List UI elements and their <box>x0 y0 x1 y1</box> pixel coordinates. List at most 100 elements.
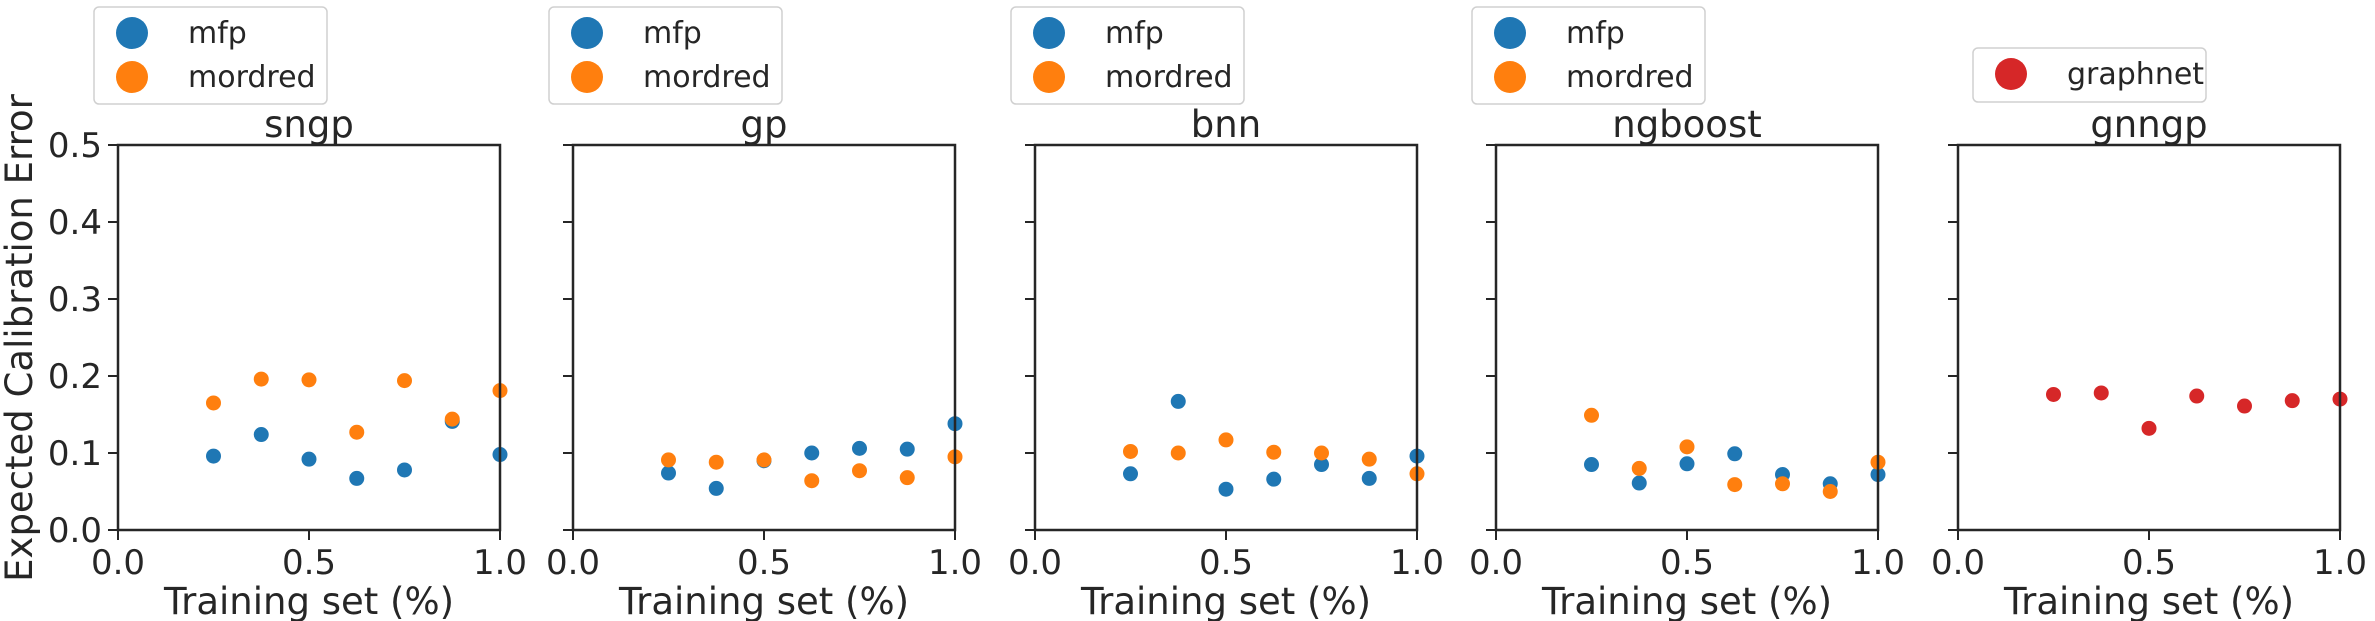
point-mordred <box>1775 476 1790 492</box>
y-tick-label: 0.5 <box>48 126 102 166</box>
point-mordred <box>253 371 269 387</box>
point-mfp <box>1631 475 1647 491</box>
point-mfp <box>1361 470 1377 486</box>
legend-box <box>1010 6 1245 105</box>
chart-title: gp <box>741 103 788 146</box>
point-graphnet <box>2284 393 2300 409</box>
x-tick-label: 0.0 <box>546 543 600 583</box>
point-mfp <box>301 451 317 467</box>
chart-panel-ngboost: 0.0 0.5 1.0 Training set (%) ngboost mfp mordr… <box>1469 6 1905 621</box>
y-tick-label: 0.0 <box>48 511 102 551</box>
point-mordred <box>756 452 772 468</box>
point-mordred <box>1822 484 1838 499</box>
x-tick-label: 0.0 <box>1931 543 1985 583</box>
chart-title: sngp <box>264 103 354 146</box>
x-axis-label: Training set (%) <box>163 580 454 621</box>
x-axis-label: Training set (%) <box>2003 580 2294 621</box>
point-mfp <box>899 441 915 457</box>
legend-box <box>93 6 328 105</box>
point-mordred <box>1361 451 1377 467</box>
y-tick-label: 0.4 <box>48 203 102 243</box>
point-mordred <box>444 411 460 427</box>
point-mordred <box>804 473 820 489</box>
legend: mfp mordred <box>93 6 328 105</box>
plot-frame <box>571 143 957 532</box>
chart-title: ngboost <box>1612 103 1761 146</box>
x-tick-label: 0.0 <box>1469 543 1523 583</box>
point-graphnet <box>2189 388 2205 404</box>
legend-marker-mfp <box>571 17 603 49</box>
point-mfp <box>1218 481 1234 497</box>
point-mordred <box>1170 445 1186 461</box>
legend-marker-graphnet <box>1995 58 2027 90</box>
point-mfp <box>206 448 221 464</box>
plot-frame <box>1956 143 2342 532</box>
legend: mfp mordred <box>548 6 783 105</box>
x-axis-label: Training set (%) <box>618 580 909 621</box>
legend-label-mordred: mordred <box>1566 60 1694 95</box>
x-axis-label: Training set (%) <box>1541 580 1832 621</box>
chart-panel-gp: 0.0 0.5 1.0 Training set (%) gp mfp mordred <box>546 6 982 621</box>
y-tick-label: 0.2 <box>48 357 102 397</box>
legend-label-mfp: mfp <box>188 16 247 51</box>
point-mordred <box>1631 460 1647 476</box>
chart-panel-gnngp: 0.0 0.5 1.0 Training set (%) gnngp graphnet <box>1931 47 2367 621</box>
legend-label-graphnet: graphnet <box>2067 57 2204 92</box>
legend-marker-mordred <box>1494 61 1526 93</box>
legend: mfp mordred <box>1010 6 1245 105</box>
legend-label-mfp: mfp <box>1105 16 1164 51</box>
plot-frame <box>116 143 502 532</box>
chart-title: bnn <box>1191 103 1261 146</box>
point-mfp <box>1727 446 1743 462</box>
legend: graphnet <box>1972 47 2207 103</box>
x-axis-label: Training set (%) <box>1080 580 1371 621</box>
point-mordred <box>1266 444 1282 460</box>
point-mfp <box>397 462 412 478</box>
figure-ylabel: Expected Calibration Error <box>0 93 41 581</box>
point-mordred <box>1679 439 1695 455</box>
point-graphnet <box>2046 386 2061 402</box>
point-mfp <box>852 440 867 456</box>
x-tick-label: 1.0 <box>1851 543 1905 583</box>
point-mordred <box>708 454 724 470</box>
x-tick-label: 1.0 <box>473 543 527 583</box>
point-mordred <box>1123 443 1138 459</box>
legend-marker-mfp <box>1033 17 1065 49</box>
point-mfp <box>661 465 676 481</box>
point-mordred <box>1584 407 1599 423</box>
point-graphnet <box>2093 385 2109 401</box>
point-mordred <box>1218 432 1234 448</box>
point-mordred <box>852 463 867 479</box>
legend: mfp mordred <box>1471 6 1706 105</box>
x-tick-label: 0.5 <box>1199 543 1253 583</box>
chart-panel-sngp: 0.0 0.1 0.2 0.3 0.4 0.5 0.0 0.5 1.0 Training set … <box>48 6 527 621</box>
x-tick-label: 1.0 <box>2313 543 2367 583</box>
point-mordred <box>301 372 317 388</box>
point-graphnet <box>2237 398 2252 414</box>
legend-marker-mordred <box>116 61 148 93</box>
legend-box <box>1972 47 2207 103</box>
y-tick-label: 0.3 <box>48 280 102 320</box>
chart-title: gnngp <box>2090 103 2207 146</box>
point-mfp <box>1314 457 1329 473</box>
legend-marker-mfp <box>1494 17 1526 49</box>
point-mfp <box>1584 457 1599 473</box>
x-tick-label: 0.5 <box>282 543 336 583</box>
chart-panel-bnn: 0.0 0.5 1.0 Training set (%) bnn mfp mordred <box>1008 6 1444 621</box>
point-mordred <box>206 395 221 411</box>
plot-frame <box>1033 143 1419 532</box>
legend-label-mordred: mordred <box>1105 60 1233 95</box>
y-tick-label: 0.1 <box>48 434 102 474</box>
legend-label-mfp: mfp <box>643 16 702 51</box>
legend-box <box>1471 6 1706 105</box>
point-mfp <box>804 445 820 461</box>
point-graphnet <box>2141 420 2157 436</box>
point-mfp <box>349 470 365 486</box>
point-mfp <box>1679 456 1695 472</box>
x-tick-label: 0.0 <box>1008 543 1062 583</box>
point-mordred <box>899 470 915 486</box>
legend-label-mordred: mordred <box>643 60 771 95</box>
legend-box <box>548 6 783 105</box>
point-mfp <box>1266 471 1282 487</box>
x-tick-label: 0.0 <box>91 543 145 583</box>
